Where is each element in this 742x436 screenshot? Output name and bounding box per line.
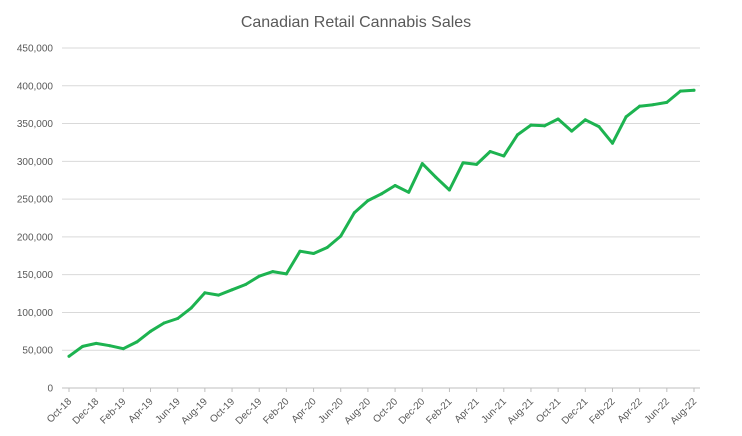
data-point: [94, 341, 98, 345]
x-axis-tick-labels: Oct-18Dec-18Feb-19Apr-19Jun-19Aug-19Oct-…: [45, 388, 699, 427]
data-point: [230, 288, 234, 292]
data-point: [624, 115, 628, 119]
y-tick-label: 350,000: [17, 119, 54, 130]
x-tick-label: Apr-21: [453, 396, 482, 425]
data-point: [515, 133, 519, 137]
x-tick-label: Feb-22: [587, 396, 617, 426]
data-point: [366, 199, 370, 203]
data-point: [529, 123, 533, 127]
x-tick-label: Oct-21: [534, 396, 563, 425]
x-tick-label: Dec-18: [71, 396, 102, 427]
gridlines: [62, 47, 700, 351]
data-point: [284, 272, 288, 276]
y-tick-label: 400,000: [17, 81, 54, 92]
data-point: [176, 316, 180, 320]
y-tick-label: 450,000: [17, 44, 54, 55]
data-point: [597, 125, 601, 129]
data-point: [203, 291, 207, 295]
x-tick-label: Aug-20: [342, 396, 373, 427]
data-point: [678, 89, 682, 93]
data-point: [216, 293, 220, 297]
data-point: [121, 347, 125, 351]
y-axis-tick-labels: 0 50,000 100,000 150,000 200,000 250,000 300,0…: [17, 44, 54, 395]
data-point: [149, 329, 153, 333]
data-point: [420, 162, 424, 166]
data-point: [339, 234, 343, 238]
data-point: [352, 211, 356, 215]
data-point: [692, 88, 696, 92]
data-point: [325, 245, 329, 249]
x-tick-label: Dec-21: [560, 396, 591, 427]
data-point: [638, 104, 642, 108]
series-sales: [67, 88, 696, 358]
data-point: [189, 306, 193, 310]
data-point: [298, 249, 302, 253]
x-tick-label: Oct-19: [208, 396, 237, 425]
x-tick-label: Apr-22: [616, 396, 645, 425]
series-line: [67, 88, 696, 358]
data-point: [108, 344, 112, 348]
data-point: [244, 282, 248, 286]
y-tick-label: 250,000: [17, 195, 54, 206]
y-tick-label: 150,000: [17, 270, 54, 281]
data-point: [570, 129, 574, 133]
data-point: [135, 340, 139, 344]
x-tick-label: Oct-18: [45, 396, 74, 425]
x-tick-label: Feb-21: [424, 396, 454, 426]
x-tick-label: Aug-19: [179, 396, 210, 427]
data-point: [610, 141, 614, 145]
x-tick-label: Oct-20: [371, 396, 400, 425]
y-tick-label: 300,000: [17, 157, 54, 168]
data-point: [257, 274, 261, 278]
data-point: [271, 270, 275, 274]
x-tick-label: Apr-19: [127, 396, 156, 425]
y-tick-label: 100,000: [17, 308, 54, 319]
data-point: [447, 188, 451, 192]
x-tick-label: Aug-22: [669, 396, 700, 427]
x-tick-label: Aug-21: [505, 396, 536, 427]
data-point: [502, 154, 506, 158]
data-point: [434, 175, 438, 179]
x-tick-label: Feb-20: [261, 396, 291, 426]
x-tick-label: Jun-21: [480, 396, 510, 426]
x-tick-label: Dec-20: [397, 396, 428, 427]
data-point: [461, 161, 465, 165]
data-point: [543, 124, 547, 128]
data-point: [380, 192, 383, 196]
x-tick-label: Dec-19: [234, 396, 265, 427]
data-point: [162, 321, 166, 325]
x-tick-label: Apr-20: [290, 396, 319, 425]
data-point: [475, 162, 479, 166]
data-point: [665, 100, 669, 104]
data-point: [67, 354, 71, 358]
x-tick-label: Jun-20: [316, 396, 346, 426]
data-point: [651, 103, 655, 107]
data-point: [393, 184, 397, 188]
chart-title: Canadian Retail Cannabis Sales: [241, 14, 471, 31]
data-point: [407, 190, 411, 194]
y-tick-label: 200,000: [17, 232, 54, 243]
data-point: [488, 150, 492, 154]
y-tick-label: 0: [47, 384, 53, 395]
x-tick-label: Jun-22: [643, 396, 673, 426]
data-point: [81, 344, 85, 348]
y-tick-label: 50,000: [22, 346, 53, 357]
data-point: [556, 117, 560, 121]
x-tick-label: Jun-19: [153, 396, 183, 426]
x-tick-label: Feb-19: [98, 396, 128, 426]
data-point: [583, 118, 587, 122]
data-point: [312, 252, 316, 256]
